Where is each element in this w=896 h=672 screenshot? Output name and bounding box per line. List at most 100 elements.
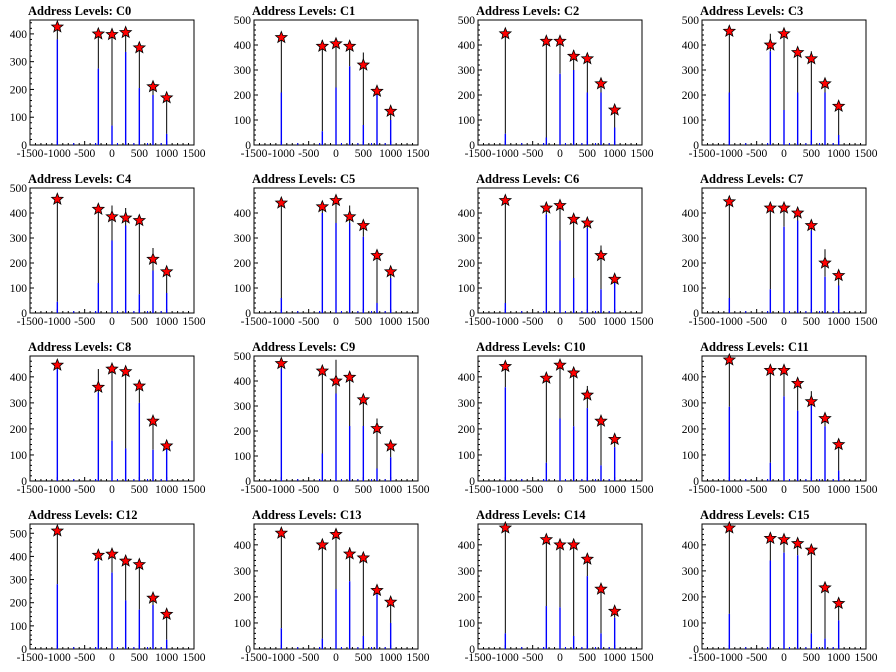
peak-star-marker xyxy=(763,531,778,545)
x-tick-label: -1000 xyxy=(716,484,743,496)
chart-svg: Address Levels: C8 0 100 200 300 400 -1500 -100… xyxy=(10,340,206,496)
peak-star-marker xyxy=(329,527,343,541)
y-tick-label: 100 xyxy=(10,621,28,633)
y-tick-label: 300 xyxy=(234,566,252,578)
peak-star-marker xyxy=(777,200,791,214)
chart-panel: Address Levels: C3 0 100 200 300 400 500 -1500-… xyxy=(672,0,896,168)
chart-panel: Address Levels: C0 0 100 200 300 400 -1500 -100… xyxy=(0,0,224,168)
x-tick-label: 500 xyxy=(803,316,821,328)
peak-star-marker xyxy=(50,358,65,371)
x-tick-label: 0 xyxy=(109,148,115,160)
peak-star-marker xyxy=(831,596,846,610)
peak-star-marker xyxy=(553,358,567,371)
chart-panel: Address Levels: C7 0 100 200 300 400 -1500 -100… xyxy=(672,168,896,336)
x-tick-label: -1500 xyxy=(17,484,44,496)
x-tick-label: -500 xyxy=(522,316,543,328)
x-tick-label: 500 xyxy=(803,652,821,664)
x-tick-label: -1000 xyxy=(492,652,519,664)
x-tick-label: -1000 xyxy=(492,148,519,160)
y-tick-label: 100 xyxy=(10,283,28,295)
peak-star-marker xyxy=(539,200,554,214)
y-tick-label: 300 xyxy=(682,398,700,410)
x-tick-label: 500 xyxy=(579,484,597,496)
x-tick-label: 1500 xyxy=(183,484,206,496)
x-tick-label: 500 xyxy=(803,148,821,160)
x-tick-label: 500 xyxy=(131,652,149,664)
y-tick-label: 500 xyxy=(458,15,476,27)
peak-star-marker xyxy=(383,264,398,278)
y-tick-label: 100 xyxy=(234,451,252,463)
x-tick-label: 500 xyxy=(579,652,597,664)
peak-star-marker xyxy=(722,194,737,208)
peak-star-marker xyxy=(105,361,119,375)
x-tick-label: 0 xyxy=(781,316,787,328)
y-tick-label: 0 xyxy=(21,644,27,656)
y-tick-label: 100 xyxy=(682,618,700,630)
y-tick-label: 200 xyxy=(682,258,700,270)
y-tick-label: 100 xyxy=(682,115,700,127)
x-tick-label: 1000 xyxy=(379,484,402,496)
chart-panel: Address Levels: C1 0 100 200 300 400 500 -1500-… xyxy=(224,0,448,168)
y-tick-label: 400 xyxy=(10,372,28,384)
y-tick-label: 200 xyxy=(682,424,700,436)
peak-star-marker xyxy=(356,550,371,564)
peak-star-marker xyxy=(383,595,398,608)
peak-star-marker xyxy=(553,537,567,551)
peak-star-marker xyxy=(132,213,147,227)
peak-star-marker xyxy=(763,37,778,51)
x-tick-label: 0 xyxy=(781,652,787,664)
chart-svg: Address Levels: C13 0 100 200 300 400 -1500 -10… xyxy=(234,508,430,664)
x-tick-label: -1500 xyxy=(465,652,492,664)
chart-title: Address Levels: C8 xyxy=(28,340,131,354)
peak-star-marker xyxy=(831,268,846,282)
x-tick-label: 0 xyxy=(781,484,787,496)
y-tick-label: 200 xyxy=(458,258,476,270)
x-tick-label: 1500 xyxy=(407,148,430,160)
x-tick-label: 1500 xyxy=(183,316,206,328)
peak-star-marker xyxy=(790,536,805,550)
peak-star-marker xyxy=(594,76,608,90)
peak-star-marker xyxy=(553,198,567,212)
peak-star-marker xyxy=(274,356,289,370)
peak-star-marker xyxy=(315,199,330,213)
x-tick-label: 0 xyxy=(781,148,787,160)
x-tick-label: 0 xyxy=(557,316,563,328)
peak-star-marker xyxy=(146,252,160,265)
peak-star-marker xyxy=(580,215,595,229)
y-tick-label: 200 xyxy=(10,84,28,96)
peak-star-marker xyxy=(329,373,343,387)
chart-title: Address Levels: C14 xyxy=(476,508,586,522)
x-tick-label: -1000 xyxy=(716,652,743,664)
peak-star-marker xyxy=(553,34,567,47)
x-tick-label: -1500 xyxy=(17,148,44,160)
y-tick-label: 300 xyxy=(10,57,28,69)
chart-svg: Address Levels: C12 0 100 200 300 400 500 -1500… xyxy=(10,508,206,664)
y-tick-label: 300 xyxy=(682,566,700,578)
peak-star-marker xyxy=(722,520,737,534)
y-tick-label: 200 xyxy=(10,424,28,436)
y-tick-label: 200 xyxy=(234,592,252,604)
peak-star-marker xyxy=(580,51,595,65)
y-tick-label: 400 xyxy=(458,540,476,552)
x-tick-label: -1000 xyxy=(492,484,519,496)
x-tick-label: 1000 xyxy=(155,148,178,160)
x-tick-label: -500 xyxy=(746,652,767,664)
y-tick-label: 200 xyxy=(10,258,28,270)
x-tick-label: 500 xyxy=(355,652,373,664)
peak-star-marker xyxy=(831,99,846,112)
x-tick-label: 0 xyxy=(333,148,339,160)
x-tick-label: -1500 xyxy=(689,148,716,160)
y-tick-label: 0 xyxy=(693,476,699,488)
peak-star-marker xyxy=(91,26,106,40)
peak-star-marker xyxy=(132,40,147,54)
y-tick-label: 300 xyxy=(10,398,28,410)
peak-star-marker xyxy=(370,421,384,435)
x-tick-label: 1000 xyxy=(379,652,402,664)
x-tick-label: 0 xyxy=(109,316,115,328)
y-tick-label: 0 xyxy=(693,308,699,320)
chart-svg: Address Levels: C6 0 100 200 300 400 -1500 -100… xyxy=(458,172,654,328)
x-tick-label: -1000 xyxy=(716,148,743,160)
peak-star-marker xyxy=(580,387,595,401)
y-tick-label: 0 xyxy=(469,140,475,152)
chart-title: Address Levels: C2 xyxy=(476,4,579,18)
